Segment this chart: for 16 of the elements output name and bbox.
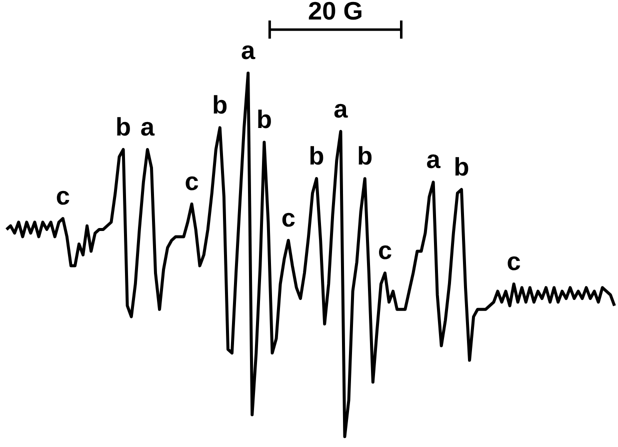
annotation: b bbox=[212, 92, 228, 120]
annotation: a bbox=[241, 37, 256, 66]
annotation: c bbox=[56, 182, 70, 211]
annotation: a bbox=[426, 146, 442, 174]
annotation: c bbox=[378, 237, 392, 266]
annotation: b bbox=[308, 142, 324, 171]
annotation: c bbox=[184, 168, 199, 196]
annotation: b bbox=[357, 142, 373, 171]
annotation: c bbox=[281, 204, 296, 232]
annotation: b bbox=[256, 106, 272, 134]
annotation: a bbox=[140, 114, 156, 142]
annotation: b bbox=[116, 114, 132, 142]
annotation: b bbox=[454, 153, 470, 182]
text: 20 G bbox=[308, 0, 363, 26]
annotation: a bbox=[334, 95, 349, 124]
annotation: c bbox=[506, 248, 521, 276]
